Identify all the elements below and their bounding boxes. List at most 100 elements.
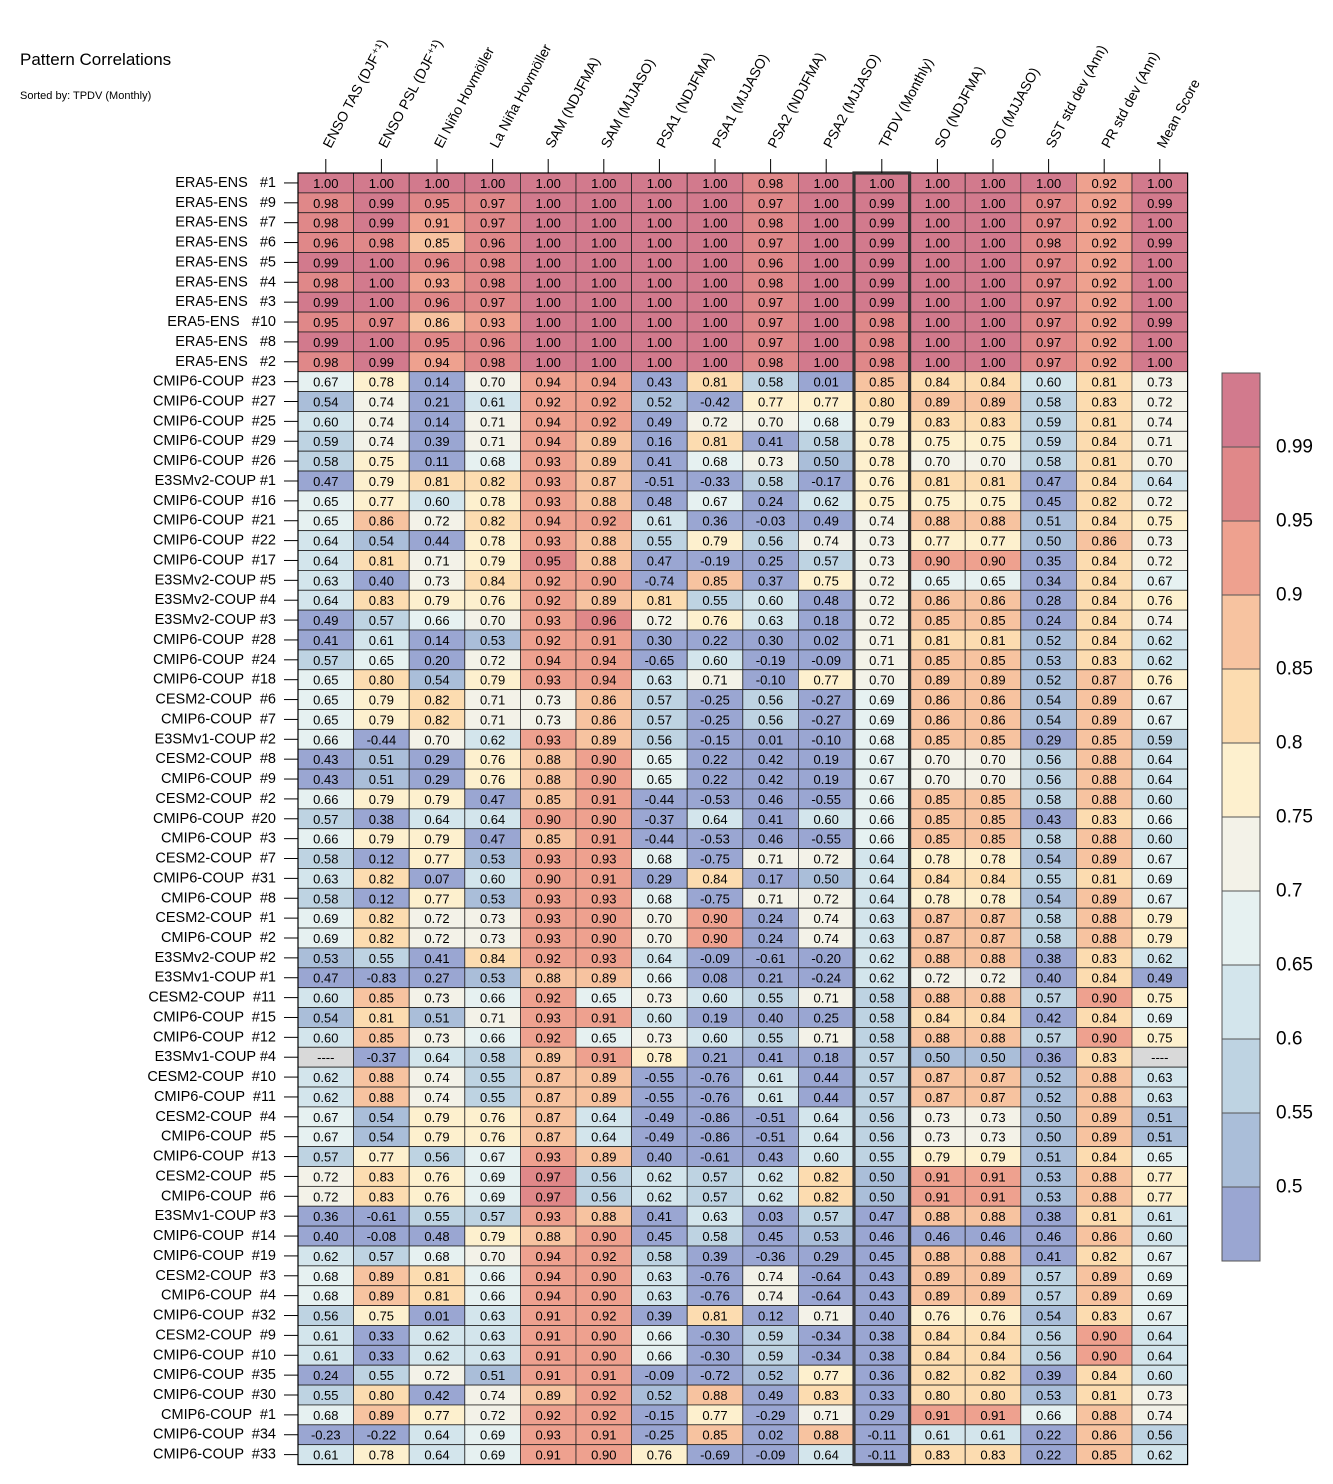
cell-value: 0.57 <box>369 613 394 628</box>
row-label: E3SMv2-COUP #5 <box>155 572 276 588</box>
cell-value: 0.42 <box>1036 1010 1061 1025</box>
cell-value: 0.90 <box>702 931 727 946</box>
cell-value: 0.92 <box>536 1030 561 1045</box>
row-label: CESM2-COUP #1 <box>155 910 276 926</box>
cell-value: 0.51 <box>369 752 394 767</box>
cell-value: 0.90 <box>1092 1348 1117 1363</box>
cell-value: 0.88 <box>814 1428 839 1443</box>
cell-value: 0.74 <box>814 931 839 946</box>
cell-value: 0.73 <box>1147 375 1172 390</box>
cell-value: 0.71 <box>424 553 449 568</box>
cell-value: 0.92 <box>1092 255 1117 270</box>
cell-value: 0.65 <box>980 573 1005 588</box>
cell-value: 0.66 <box>424 613 449 628</box>
cell-value: 0.88 <box>536 752 561 767</box>
cell-value: 0.85 <box>536 832 561 847</box>
cell-value: 0.95 <box>424 335 449 350</box>
cell-value: 0.49 <box>1147 971 1172 986</box>
cell-value: 0.88 <box>702 1388 727 1403</box>
cell-value: -0.76 <box>700 1269 730 1284</box>
cell-value: 0.43 <box>647 375 672 390</box>
cell-value: 0.98 <box>313 216 338 231</box>
cell-value: 0.89 <box>980 395 1005 410</box>
cell-value: 0.72 <box>1147 553 1172 568</box>
cell-value: 0.58 <box>1036 454 1061 469</box>
cell-value: 0.87 <box>536 1070 561 1085</box>
cell-value: 0.96 <box>424 295 449 310</box>
cell-value: -0.44 <box>645 792 675 807</box>
cell-value: 1.00 <box>980 355 1005 370</box>
cell-value: 0.51 <box>1147 1110 1172 1125</box>
cell-value: 1.00 <box>647 315 672 330</box>
column-label: SST std dev (Ann) <box>1042 42 1110 150</box>
cell-value: 0.60 <box>424 494 449 509</box>
colorbar-segment <box>1222 743 1260 817</box>
cell-value: 0.92 <box>591 514 616 529</box>
cell-value: 0.11 <box>425 454 449 469</box>
cell-value: 0.90 <box>1092 1328 1117 1343</box>
cell-value: 0.78 <box>369 375 394 390</box>
cell-value: 0.73 <box>758 454 783 469</box>
cell-value: 0.33 <box>369 1348 394 1363</box>
cell-value: 0.53 <box>1036 1388 1061 1403</box>
cell-value: -0.08 <box>367 1229 397 1244</box>
cell-value: 0.88 <box>925 1209 950 1224</box>
cell-value: -0.30 <box>700 1348 730 1363</box>
cell-value: 1.00 <box>1036 176 1061 191</box>
cell-value: -0.10 <box>756 673 786 688</box>
cell-value: 0.72 <box>980 971 1005 986</box>
cell-value: 0.66 <box>480 991 505 1006</box>
cell-value: 0.73 <box>480 911 505 926</box>
cell-value: 0.85 <box>980 613 1005 628</box>
cell-value: 0.85 <box>869 375 894 390</box>
cell-value: 0.71 <box>758 891 783 906</box>
cell-value: 0.22 <box>1036 1428 1061 1443</box>
cell-value: 1.00 <box>814 216 839 231</box>
cell-value: 0.90 <box>1092 1030 1117 1045</box>
cell-value: 0.89 <box>536 1388 561 1403</box>
cell-value: 0.66 <box>647 1348 672 1363</box>
cell-value: 0.73 <box>480 931 505 946</box>
cell-value: 0.60 <box>1147 1229 1172 1244</box>
cell-value: 0.89 <box>369 1269 394 1284</box>
cell-value: 0.73 <box>536 712 561 727</box>
cell-value: 0.74 <box>1147 613 1172 628</box>
cell-value: 0.47 <box>1036 474 1061 489</box>
cell-value: -0.25 <box>700 712 730 727</box>
cell-value: 0.62 <box>647 1189 672 1204</box>
column-label: SAM (NDJFMA) <box>542 54 603 150</box>
cell-value: 0.88 <box>1092 752 1117 767</box>
cell-value: 0.70 <box>980 772 1005 787</box>
cell-value: 0.69 <box>1147 871 1172 886</box>
cell-value: 0.47 <box>647 553 672 568</box>
cell-value: 0.87 <box>925 931 950 946</box>
cell-value: 0.52 <box>1036 673 1061 688</box>
cell-value: 0.69 <box>869 712 894 727</box>
cell-value: 0.52 <box>1036 1070 1061 1085</box>
cell-value: 0.53 <box>480 971 505 986</box>
cell-value: 0.77 <box>424 891 449 906</box>
cell-value: 0.75 <box>369 1309 394 1324</box>
cell-value: 0.62 <box>313 1070 338 1085</box>
cell-value: 0.70 <box>925 454 950 469</box>
cell-value: 1.00 <box>702 196 727 211</box>
cell-value: 0.80 <box>980 1388 1005 1403</box>
cell-value: 0.85 <box>925 653 950 668</box>
cell-value: 0.72 <box>647 613 672 628</box>
row-label: CMIP6-COUP #10 <box>153 1347 276 1363</box>
row-label: ERA5-ENS #7 <box>175 215 276 231</box>
colorbar-label: 0.9 <box>1276 585 1302 606</box>
cell-value: 0.98 <box>313 196 338 211</box>
row-label: CMIP6-COUP #1 <box>161 1407 276 1423</box>
cell-value: 0.63 <box>480 1348 505 1363</box>
row-label: CMIP6-COUP #29 <box>153 433 276 449</box>
cell-value: 0.55 <box>647 534 672 549</box>
cell-value: 0.57 <box>702 1169 727 1184</box>
row-label: CMIP6-COUP #8 <box>161 890 276 906</box>
cell-value: 0.68 <box>647 891 672 906</box>
cell-value: 0.53 <box>1036 1169 1061 1184</box>
row-label: CMIP6-COUP #5 <box>161 1129 276 1145</box>
cell-value: 0.91 <box>424 216 449 231</box>
cell-value: 1.00 <box>647 236 672 251</box>
cell-value: 0.67 <box>1147 1309 1172 1324</box>
